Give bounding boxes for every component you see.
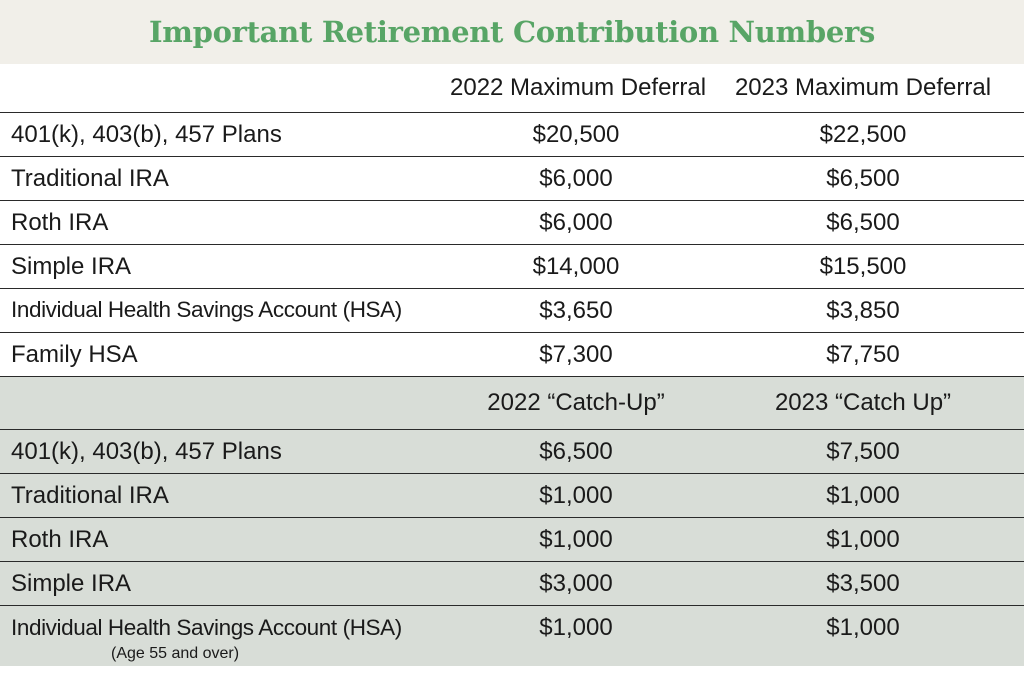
row-label: Roth IRA	[0, 517, 450, 562]
row-label: Simple IRA	[0, 561, 450, 606]
value-2023: $3,500	[702, 561, 1024, 606]
section1-header-row: 2022 Maximum Deferral 2023 Maximum Defer…	[0, 64, 1024, 113]
page-title: Important Retirement Contribution Number…	[148, 15, 876, 49]
contribution-table: 2022 Maximum Deferral 2023 Maximum Defer…	[0, 64, 1024, 666]
header-blank	[0, 376, 450, 430]
value-2023: $7,750	[702, 332, 1024, 377]
table-row: Traditional IRA $1,000 $1,000	[0, 473, 1024, 518]
row-label: Traditional IRA	[0, 156, 450, 201]
age-note: (Age 55 and over)	[111, 645, 240, 662]
row-label: Traditional IRA	[0, 473, 450, 518]
value-2022: $6,500	[450, 429, 702, 474]
row-label: Simple IRA	[0, 244, 450, 289]
section-catch-up: 2022 “Catch-Up” 2023 “Catch Up” 401(k), …	[0, 376, 1024, 667]
header-2022-max: 2022 Maximum Deferral	[450, 64, 706, 113]
table-row: 401(k), 403(b), 457 Plans $6,500 $7,500	[0, 429, 1024, 474]
section2-header-row: 2022 “Catch-Up” 2023 “Catch Up”	[0, 376, 1024, 430]
title-bar: Important Retirement Contribution Number…	[0, 0, 1024, 64]
value-2023: $1,000	[702, 473, 1024, 518]
table-row: Individual Health Savings Account (HSA) …	[0, 288, 1024, 333]
value-2023: $6,500	[702, 200, 1024, 245]
row-label: Family HSA	[0, 332, 450, 377]
row-label: Individual Health Savings Account (HSA)	[0, 288, 450, 333]
table-row: Simple IRA $3,000 $3,500	[0, 561, 1024, 606]
section-max-deferral: 2022 Maximum Deferral 2023 Maximum Defer…	[0, 64, 1024, 377]
row-label: Roth IRA	[0, 200, 450, 245]
value-2022: $7,300	[450, 332, 702, 377]
table-row: Roth IRA $6,000 $6,500	[0, 200, 1024, 245]
header-blank	[0, 64, 450, 113]
header-2023-catchup: 2023 “Catch Up”	[702, 376, 1024, 430]
table-row: Family HSA $7,300 $7,750	[0, 332, 1024, 377]
value-2023: $1,000	[702, 517, 1024, 562]
value-2023: $1,000	[826, 614, 900, 641]
value-2023: $3,850	[702, 288, 1024, 333]
table-row: Simple IRA $14,000 $15,500	[0, 244, 1024, 289]
value-2022: $3,000	[450, 561, 702, 606]
value-2022: $1,000	[539, 614, 613, 641]
row-label: Individual Health Savings Account (HSA)	[11, 615, 402, 640]
header-2022-catchup: 2022 “Catch-Up”	[450, 376, 702, 430]
value-2023: $22,500	[702, 112, 1024, 157]
value-2022: $3,650	[450, 288, 702, 333]
value-2022: $1,000	[450, 517, 702, 562]
row-label: 401(k), 403(b), 457 Plans	[0, 112, 450, 157]
value-2022: $1,000	[450, 473, 702, 518]
value-2022: $20,500	[450, 112, 702, 157]
value-2023: $7,500	[702, 429, 1024, 474]
row-label: 401(k), 403(b), 457 Plans	[0, 429, 450, 474]
table-row: Traditional IRA $6,000 $6,500	[0, 156, 1024, 201]
value-2023: $15,500	[702, 244, 1024, 289]
table-row: Individual Health Savings Account (HSA) …	[0, 606, 1024, 667]
value-2022: $14,000	[450, 244, 702, 289]
header-2023-max: 2023 Maximum Deferral	[702, 64, 1024, 113]
table-row: Roth IRA $1,000 $1,000	[0, 517, 1024, 562]
value-2023: $6,500	[702, 156, 1024, 201]
value-2022: $6,000	[450, 200, 702, 245]
value-2022: $6,000	[450, 156, 702, 201]
row-label-cell: Individual Health Savings Account (HSA) …	[0, 606, 450, 667]
table-row: 401(k), 403(b), 457 Plans $20,500 $22,50…	[0, 112, 1024, 157]
